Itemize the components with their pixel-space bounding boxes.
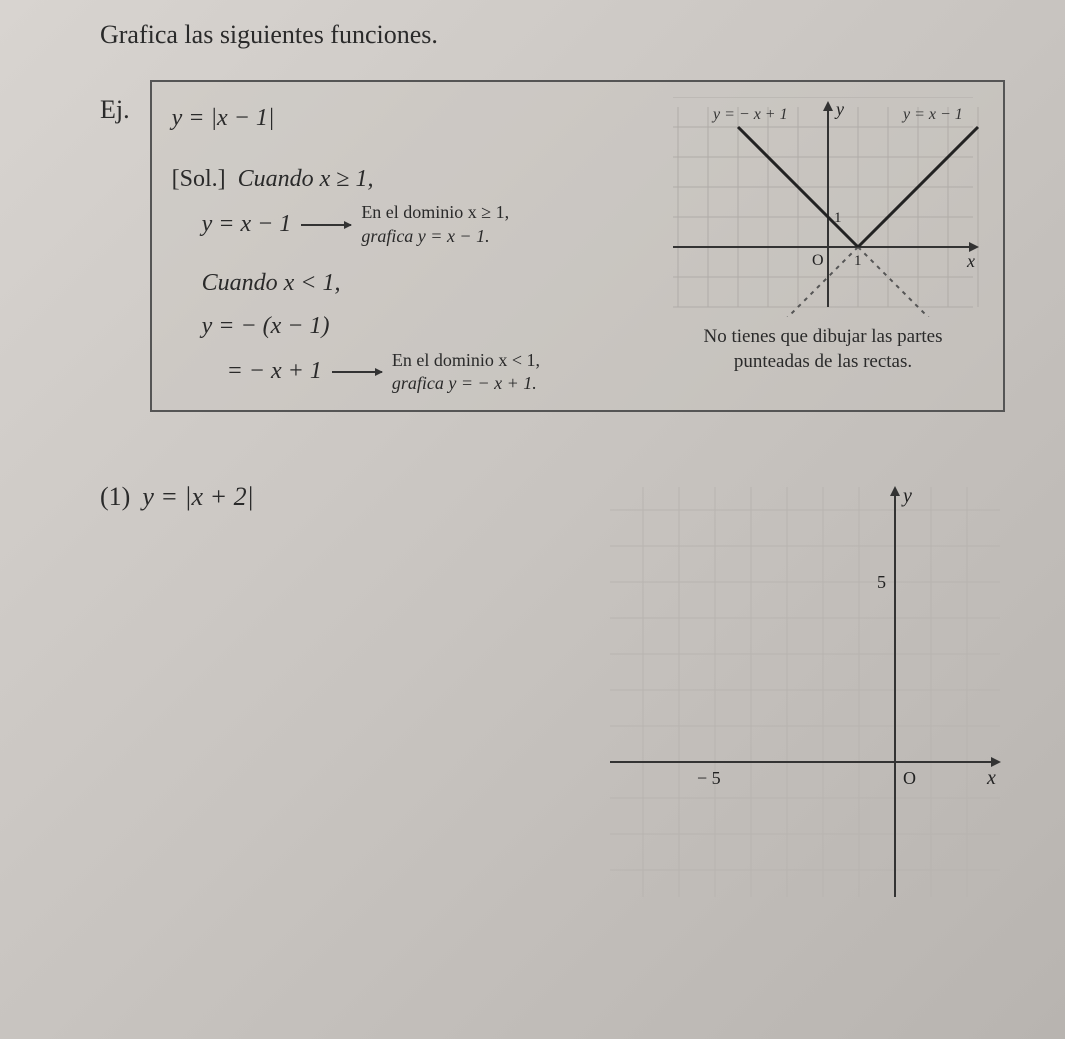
case2-hint: En el dominio x < 1, grafica y = − x + 1…	[392, 349, 540, 396]
case1-eq: y = x − 1	[202, 203, 292, 246]
example-equation: y = |x − 1|	[172, 97, 643, 140]
svg-text:O: O	[812, 252, 824, 269]
case2-when: Cuando x < 1,	[202, 262, 643, 305]
svg-text:y: y	[901, 485, 912, 507]
instruction-text: Grafica las siguientes funciones.	[100, 20, 1005, 50]
example-block: Ej. y = |x − 1| [Sol.] Cuando x ≥ 1, y =…	[100, 80, 1005, 412]
example-caption: No tienes que dibujar las partes puntead…	[703, 325, 942, 374]
example-label: Ej.	[100, 95, 130, 125]
case1-when: Cuando x ≥ 1,	[238, 166, 374, 192]
sol-label: [Sol.]	[172, 166, 226, 192]
svg-text:5: 5	[877, 572, 886, 592]
arrow-icon	[301, 224, 351, 226]
svg-text:O: O	[903, 768, 916, 788]
case2-eq2: = − x + 1	[227, 350, 322, 393]
example-box: y = |x − 1| [Sol.] Cuando x ≥ 1, y = x −…	[150, 80, 1005, 412]
arrow-icon	[332, 371, 382, 373]
case2-eq: y = − (x − 1)	[202, 305, 643, 348]
example-graph: y = − x + 1 y = x − 1 y x O 1 1	[663, 97, 983, 317]
svg-text:x: x	[966, 251, 975, 271]
svg-text:y: y	[834, 99, 844, 119]
svg-text:− 5: − 5	[697, 768, 721, 788]
svg-text:1: 1	[854, 253, 862, 269]
svg-text:y = − x + 1: y = − x + 1	[711, 106, 788, 123]
problem-number: (1)	[100, 482, 130, 512]
problem-1: (1) y = |x + 2| y x O − 5 5	[100, 482, 1005, 902]
example-graph-area: y = − x + 1 y = x − 1 y x O 1 1 No tienes que …	[663, 97, 983, 395]
svg-text:1: 1	[834, 210, 842, 226]
case1-hint: En el dominio x ≥ 1, grafica y = x − 1.	[361, 201, 509, 248]
problem-1-grid: y x O − 5 5	[605, 482, 1005, 902]
svg-text:x: x	[986, 767, 996, 789]
problem-equation: y = |x + 2|	[142, 482, 253, 512]
svg-text:y = x − 1: y = x − 1	[901, 106, 963, 123]
example-solution: y = |x − 1| [Sol.] Cuando x ≥ 1, y = x −…	[172, 97, 643, 395]
